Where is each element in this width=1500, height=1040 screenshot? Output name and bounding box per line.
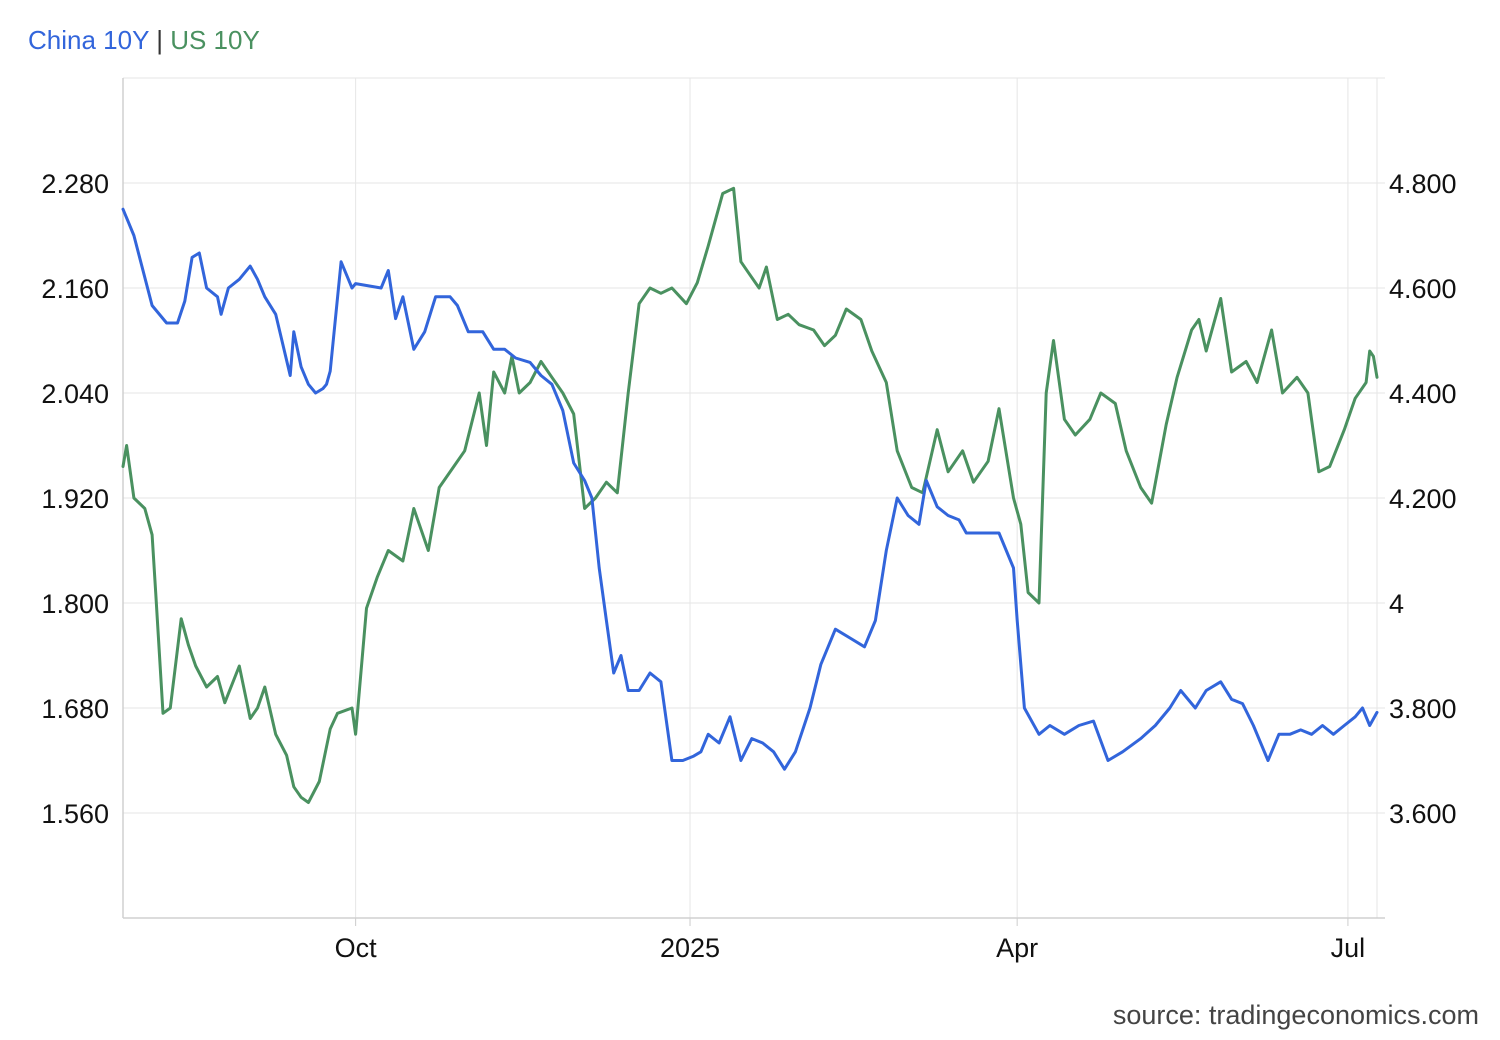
legend-china-label[interactable]: China 10Y [28,25,149,55]
y-left-tick-label: 2.040 [41,379,109,409]
x-tick-label: 2025 [660,933,720,963]
x-tick-label: Jul [1331,933,1366,963]
chart-grid [123,77,1385,918]
legend-separator: | [156,25,163,55]
y-left-tick-label: 2.160 [41,274,109,304]
y-right-tick-label: 4.800 [1389,169,1457,199]
x-tick-label: Apr [996,933,1038,963]
source-attribution: source: tradingeconomics.com [1112,1000,1479,1030]
y-right-tick-label: 4.600 [1389,274,1457,304]
y-right-tick-label: 4.200 [1389,484,1457,514]
y-right-tick-label: 4 [1389,589,1404,619]
chart-lines [121,186,1379,804]
x-tick-label: Oct [335,933,378,963]
chart-tick-labels: 1.560 1.680 1.800 1.920 2.040 2.160 2.280 3.600… [41,169,1456,963]
legend-us-label[interactable]: US 10Y [170,25,260,55]
y-left-tick-label: 1.560 [41,799,109,829]
y-left-tick-label: 1.920 [41,484,109,514]
chart-legend: China 10Y | US 10Y [28,22,260,58]
y-left-tick-label: 2.280 [41,169,109,199]
y-right-tick-label: 4.400 [1389,379,1457,409]
series-line-china-10y[interactable] [121,207,1379,771]
series-line-us-10y[interactable] [121,186,1379,804]
y-right-tick-label: 3.800 [1389,694,1457,724]
y-left-tick-label: 1.680 [41,694,109,724]
chart-axes [122,78,1385,926]
y-right-tick-label: 3.600 [1389,799,1457,829]
y-left-tick-label: 1.800 [41,589,109,619]
